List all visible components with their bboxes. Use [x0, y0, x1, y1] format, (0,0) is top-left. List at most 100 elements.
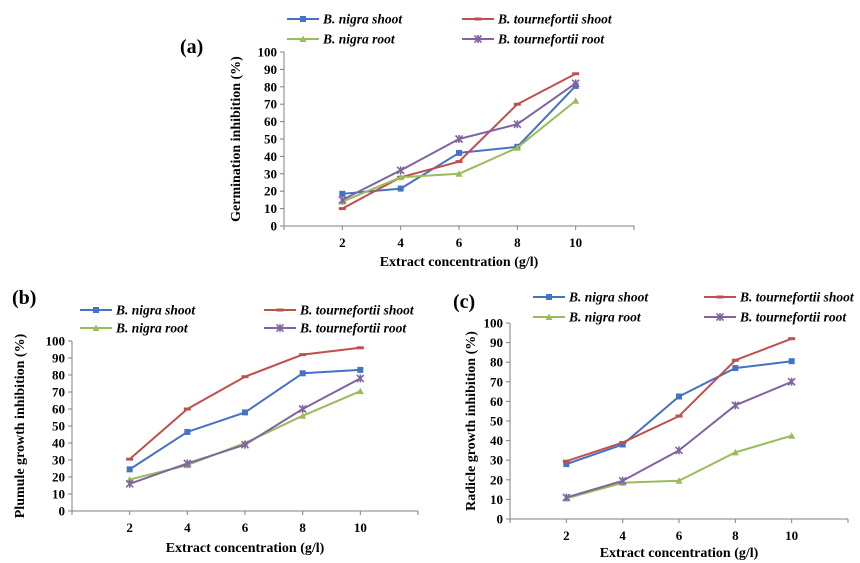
series-line [566, 434, 792, 500]
y-tick-label: 40 [490, 433, 503, 448]
legend-item: B. tournefortii root [704, 310, 847, 325]
data-point [455, 170, 463, 177]
series-line [129, 368, 361, 471]
y-tick-label: 20 [490, 472, 503, 487]
y-tick-label: 80 [264, 79, 277, 94]
y-tick-label: 30 [490, 453, 503, 468]
y-tick-label: 10 [52, 487, 65, 502]
x-tick-label: 8 [732, 528, 739, 543]
chart-panel-c: 0 10 20 30 40 50 60 70 80 90 100 2 4 6 8 10 Radicle grow… [453, 290, 855, 562]
data-point [731, 401, 740, 410]
y-tick-label: 100 [46, 334, 66, 349]
legend-marker [545, 313, 553, 320]
panel-label: (b) [12, 287, 36, 309]
legend-marker [546, 294, 552, 300]
y-tick-label: 80 [490, 355, 503, 370]
y-tick-label: 0 [497, 512, 504, 527]
data-point [513, 120, 522, 129]
y-tick-label: 50 [490, 414, 503, 429]
data-point [184, 428, 191, 435]
legend-marker [93, 307, 99, 313]
legend-marker [715, 312, 725, 322]
x-tick-label: 10 [785, 528, 798, 543]
legend-label: B. tournefortii shoot [739, 290, 855, 305]
legend-item: B. nigra shoot [287, 12, 403, 27]
y-tick-label: 0 [59, 504, 66, 519]
data-point [242, 409, 248, 416]
series-b-nigra-shoot [563, 358, 795, 468]
panel-label: (a) [180, 36, 203, 58]
x-tick-label: 4 [619, 528, 626, 543]
x-tick-label: 6 [676, 528, 683, 543]
y-tick-label: 70 [264, 97, 277, 112]
panel-label: (c) [453, 291, 475, 313]
x-tick-label: 10 [569, 235, 582, 250]
chart-panel-b: 0 10 20 30 40 50 60 70 80 90 100 2 4 6 8 10 Plumule grow… [12, 287, 419, 556]
data-point [788, 358, 795, 365]
series-b-nigra-root [562, 432, 796, 502]
y-tick-label: 10 [264, 201, 277, 216]
y-tick-label: 70 [490, 374, 503, 389]
legend-label: B. tournefortii root [739, 310, 847, 325]
y-tick-label: 60 [52, 402, 65, 417]
data-point [618, 476, 627, 485]
data-point [787, 377, 796, 386]
y-tick-label: 20 [52, 470, 65, 485]
data-point [456, 149, 462, 156]
legend-item: B. nigra root [287, 32, 396, 47]
legend-label: B. tournefortii shoot [299, 303, 415, 318]
data-point [788, 432, 796, 439]
y-tick-label: 30 [264, 166, 277, 181]
data-point [563, 461, 570, 468]
series-b-nigra-root [338, 97, 580, 205]
data-point [396, 166, 405, 175]
legend-label: B. nigra root [322, 32, 396, 47]
data-point [571, 79, 580, 88]
x-tick-label: 2 [563, 528, 570, 543]
data-point [298, 404, 307, 414]
legend-item: B. tournefortii shoot [462, 12, 613, 27]
legend-item: B. tournefortii root [264, 321, 407, 336]
data-point [357, 366, 364, 373]
x-tick-label: 6 [242, 520, 249, 535]
y-tick-label: 50 [264, 132, 277, 147]
data-point [454, 134, 464, 144]
y-tick-label: 40 [52, 436, 65, 451]
data-point [240, 440, 250, 449]
data-point [356, 387, 364, 395]
y-tick-label: 60 [264, 114, 277, 129]
series-line [129, 377, 361, 485]
legend-marker [299, 35, 307, 42]
x-tick-label: 8 [514, 235, 521, 250]
y-tick-label: 70 [52, 385, 65, 400]
legend-label: B. nigra root [115, 321, 189, 336]
y-tick-label: 90 [490, 335, 503, 350]
y-tick-label: 80 [52, 368, 65, 383]
data-point [731, 448, 739, 456]
data-point [619, 441, 626, 448]
legend-label: B. tournefortii root [497, 32, 605, 47]
legend-item: B. nigra root [80, 321, 189, 336]
series-b-tournefortii-root [562, 377, 796, 502]
data-point [126, 466, 133, 473]
data-point [676, 393, 682, 400]
legend-label: B. tournefortii shoot [497, 12, 613, 27]
legend-item: B. tournefortii shoot [704, 290, 855, 305]
legend-label: B. nigra shoot [115, 303, 196, 318]
data-point [338, 195, 347, 204]
legend-marker [92, 324, 100, 331]
y-tick-label: 20 [264, 184, 277, 199]
legend-item: B. tournefortii shoot [264, 303, 415, 318]
data-point [397, 173, 405, 181]
series-b-tournefortii-root [338, 79, 580, 204]
legend-marker [473, 34, 483, 44]
data-point [339, 190, 346, 197]
series-b-tournefortii-shoot [126, 346, 364, 461]
data-point [183, 459, 192, 468]
legend-item: B. nigra shoot [533, 290, 649, 305]
x-tick-label: 6 [456, 235, 463, 250]
data-point [562, 493, 571, 502]
y-tick-label: 10 [490, 492, 503, 507]
legend-item: B. nigra root [533, 310, 642, 325]
